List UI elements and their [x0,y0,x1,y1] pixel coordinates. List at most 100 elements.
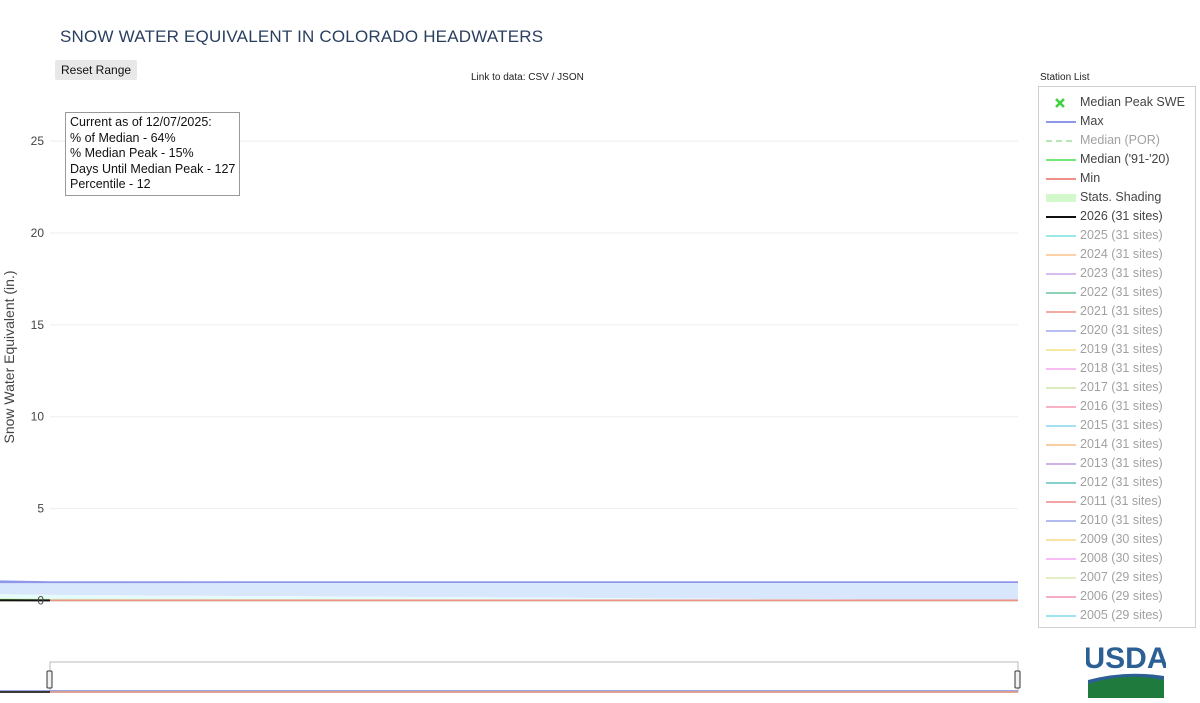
usda-logo: USDA [1083,640,1169,698]
json-link[interactable]: JSON [557,72,584,83]
legend-item[interactable]: Min [1039,169,1195,188]
legend-item[interactable]: 2005 (29 sites) [1039,606,1195,625]
legend-item[interactable]: 2018 (31 sites) [1039,359,1195,378]
legend-symbol [1046,425,1076,427]
legend-item[interactable]: 2025 (31 sites) [1039,226,1195,245]
legend-band-icon [1046,194,1076,202]
legend-label: 2022 (31 sites) [1080,285,1163,299]
current-stats-box: Current as of 12/07/2025: % of Median - … [65,112,241,196]
legend-symbol [1046,501,1076,503]
y-axis-label: Snow Water Equivalent (in.) [1,271,17,444]
legend-item[interactable]: 2006 (29 sites) [1039,587,1195,606]
legend-item[interactable]: Median Peak SWE [1039,93,1195,112]
legend-item[interactable]: 2019 (31 sites) [1039,340,1195,359]
legend-label: Median (POR) [1080,133,1160,147]
link-separator: / [548,72,558,83]
legend-symbol [1046,254,1076,256]
legend-item[interactable]: 2016 (31 sites) [1039,397,1195,416]
range-slider[interactable] [0,661,1021,693]
legend-symbol [1046,482,1076,484]
legend-item[interactable]: 2012 (31 sites) [1039,473,1195,492]
legend-item[interactable]: 2011 (31 sites) [1039,492,1195,511]
legend-item[interactable]: 2024 (31 sites) [1039,245,1195,264]
legend-symbol [1046,596,1076,598]
y-tick-label: 15 [31,318,45,332]
legend-item[interactable]: 2020 (31 sites) [1039,321,1195,340]
legend-symbol [1046,577,1076,579]
legend-label: 2018 (31 sites) [1080,361,1163,375]
y-tick-label: 25 [31,134,45,148]
legend-item[interactable]: 2014 (31 sites) [1039,435,1195,454]
min-line [0,599,1018,602]
legend-item[interactable]: Stats. Shading [1039,188,1195,207]
legend-symbol [1046,194,1076,202]
legend-label: Median ('91-'20) [1080,152,1170,166]
legend-label: 2024 (31 sites) [1080,247,1163,261]
legend-item[interactable]: 2008 (30 sites) [1039,549,1195,568]
legend-label: 2009 (30 sites) [1080,532,1163,546]
legend-symbol [1046,292,1076,294]
range-slider-track[interactable] [49,661,1019,693]
station-list-link[interactable]: Station List [1040,72,1090,83]
band-max-p90 [0,581,1018,601]
link-label: Link to data: [471,72,529,83]
y-tick-labels: 0 5 10 15 20 25 [31,134,45,607]
usda-logo-text: USDA [1086,642,1166,675]
legend-item[interactable]: 2017 (31 sites) [1039,378,1195,397]
legend-symbol [1046,273,1076,275]
range-slider-left-handle[interactable] [46,670,53,689]
legend-item[interactable]: Median (POR) [1039,131,1195,150]
legend-label: Stats. Shading [1080,190,1162,204]
y-tick-label: 10 [31,410,45,424]
legend-symbol [1046,140,1076,142]
legend-symbol [1046,539,1076,541]
legend-symbol [1046,463,1076,465]
legend-item[interactable]: 2015 (31 sites) [1039,416,1195,435]
band-p10-min [0,600,1018,601]
legend-symbol [1046,558,1076,560]
legend-label: 2016 (31 sites) [1080,399,1163,413]
legend-label: 2013 (31 sites) [1080,456,1163,470]
legend-label: Max [1080,114,1104,128]
legend-item[interactable]: 2021 (31 sites) [1039,302,1195,321]
legend-label: 2019 (31 sites) [1080,342,1163,356]
legend-label: 2017 (31 sites) [1080,380,1163,394]
legend-label: Min [1080,171,1101,185]
band-p70-p30 [0,597,1018,601]
legend-label: 2023 (31 sites) [1080,266,1163,280]
band-p30-p10 [0,599,1018,601]
legend-symbol [1046,615,1076,617]
legend-item[interactable]: 2009 (30 sites) [1039,530,1195,549]
legend-label: 2008 (30 sites) [1080,551,1163,565]
legend-item[interactable]: 2022 (31 sites) [1039,283,1195,302]
legend-item[interactable]: 2007 (29 sites) [1039,568,1195,587]
legend-item[interactable]: 2013 (31 sites) [1039,454,1195,473]
legend-peak-icon [1055,98,1065,108]
legend-symbol [1046,368,1076,370]
legend-symbol [1046,159,1076,161]
csv-link[interactable]: CSV [528,72,549,83]
legend-label: 2005 (29 sites) [1080,608,1163,622]
legend-item[interactable]: 2010 (31 sites) [1039,511,1195,530]
legend-label: 2020 (31 sites) [1080,323,1163,337]
legend-item[interactable]: Max [1039,112,1195,131]
legend-symbol [1055,98,1065,108]
data-links: Link to data: CSV / JSON [471,72,584,83]
reset-range-button[interactable]: Reset Range [55,60,138,80]
legend-item[interactable]: 2026 (31 sites) [1039,207,1195,226]
legend-symbol [1046,178,1076,180]
legend-label: 2015 (31 sites) [1080,418,1163,432]
legend-symbol [1046,387,1076,389]
range-slider-right-handle[interactable] [1014,670,1021,689]
legend-symbol [1046,216,1076,218]
legend-symbol [1046,121,1076,123]
percent-median-peak: % Median Peak - 15% [70,146,194,160]
legend-item[interactable]: 2023 (31 sites) [1039,264,1195,283]
legend-symbol [1046,330,1076,332]
legend-label: 2010 (31 sites) [1080,513,1163,527]
legend-label: 2014 (31 sites) [1080,437,1163,451]
legend-label: 2012 (31 sites) [1080,475,1163,489]
legend-item[interactable]: Median ('91-'20) [1039,150,1195,169]
legend-symbol [1046,406,1076,408]
